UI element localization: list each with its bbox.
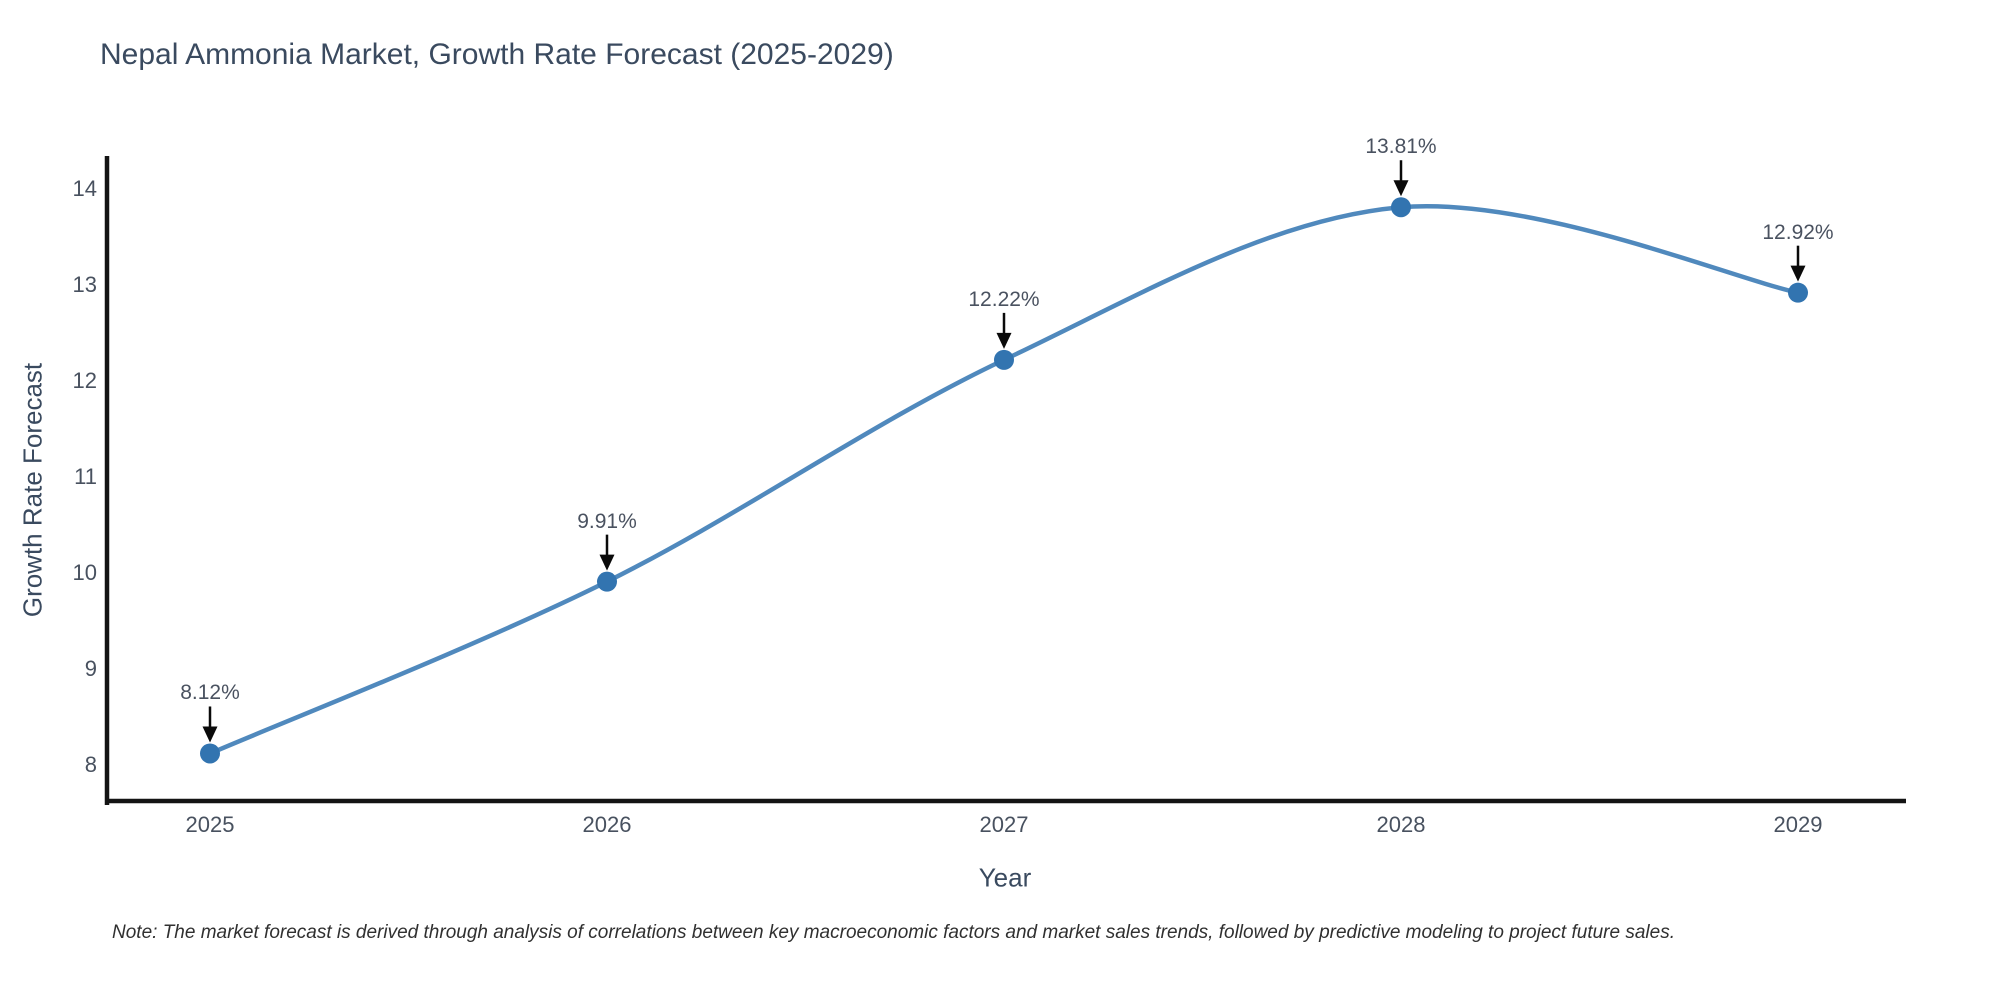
data-point-label: 9.91% <box>577 509 637 533</box>
y-axis-title: Growth Rate Forecast <box>17 362 48 618</box>
annotation-arrowhead-icon <box>1790 265 1806 282</box>
y-tick-label: 13 <box>72 272 97 297</box>
y-tick-label: 11 <box>74 464 97 489</box>
data-point-label: 8.12% <box>180 681 240 705</box>
footnote: Note: The market forecast is derived thr… <box>112 922 1675 943</box>
data-point-marker <box>994 349 1014 370</box>
x-tick-label: 2029 <box>1773 812 1823 837</box>
x-axis-title: Year <box>978 862 1032 893</box>
data-point-marker <box>597 571 617 592</box>
y-tick-label: 14 <box>72 176 97 201</box>
data-point-label: 13.81% <box>1365 135 1437 159</box>
annotation-arrowhead-icon <box>1393 180 1409 197</box>
data-point-marker <box>1391 197 1411 218</box>
x-tick-label: 2025 <box>185 812 235 837</box>
annotation-arrowhead-icon <box>599 554 615 571</box>
annotation-arrowhead-icon <box>996 332 1012 349</box>
x-tick-label: 2027 <box>979 812 1029 837</box>
x-tick-label: 2028 <box>1376 812 1426 837</box>
y-tick-label: 10 <box>72 560 97 585</box>
y-tick-label: 9 <box>84 656 97 681</box>
annotation-arrowhead-icon <box>202 726 218 743</box>
y-tick-label: 8 <box>84 752 97 777</box>
x-tick-label: 2026 <box>582 812 632 837</box>
data-point-marker <box>1788 282 1808 303</box>
data-point-marker <box>200 743 220 764</box>
data-point-label: 12.92% <box>1762 220 1834 244</box>
y-tick-label: 12 <box>72 368 97 393</box>
chart-title: Nepal Ammonia Market, Growth Rate Foreca… <box>100 38 894 71</box>
data-point-label: 12.22% <box>968 287 1040 311</box>
